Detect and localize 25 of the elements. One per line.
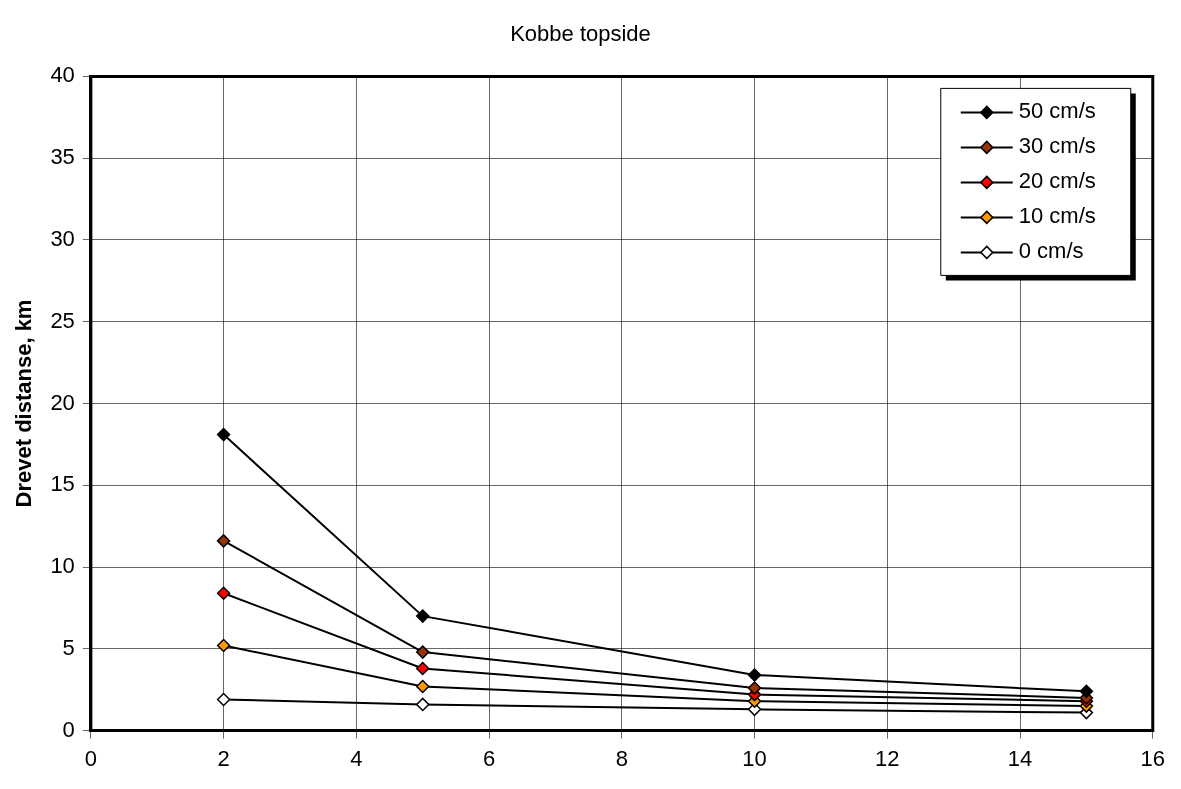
y-axis-title: Drevet distanse, km: [11, 299, 37, 508]
y-tick-label: 20: [50, 389, 75, 415]
x-tick-label: 14: [1007, 745, 1033, 771]
legend-label: 50 cm/s: [1018, 98, 1096, 124]
y-tick-label: 35: [50, 144, 75, 170]
x-tick-label: 16: [1140, 745, 1166, 771]
legend-label: 30 cm/s: [1018, 133, 1096, 159]
x-tick-label: 12: [875, 745, 900, 771]
x-tick-label: 8: [615, 745, 628, 771]
legend-label: 0 cm/s: [1018, 238, 1084, 264]
x-tick-label: 4: [350, 745, 363, 771]
y-tick-label: 5: [62, 634, 75, 660]
y-tick-label: 40: [50, 62, 75, 88]
y-tick-label: 15: [50, 471, 75, 497]
legend-label: 20 cm/s: [1018, 168, 1096, 194]
legend-label: 10 cm/s: [1018, 203, 1096, 229]
y-tick-label: 10: [50, 553, 75, 579]
y-tick-label: 25: [50, 307, 75, 333]
x-tick-label: 10: [742, 745, 767, 771]
y-tick-label: 30: [50, 226, 75, 252]
chart-title: Kobbe topside: [510, 21, 651, 47]
y-tick-label: 0: [62, 716, 75, 742]
x-tick-label: 2: [217, 745, 230, 771]
x-tick-label: 6: [482, 745, 496, 771]
x-tick-label: 0: [84, 745, 97, 771]
